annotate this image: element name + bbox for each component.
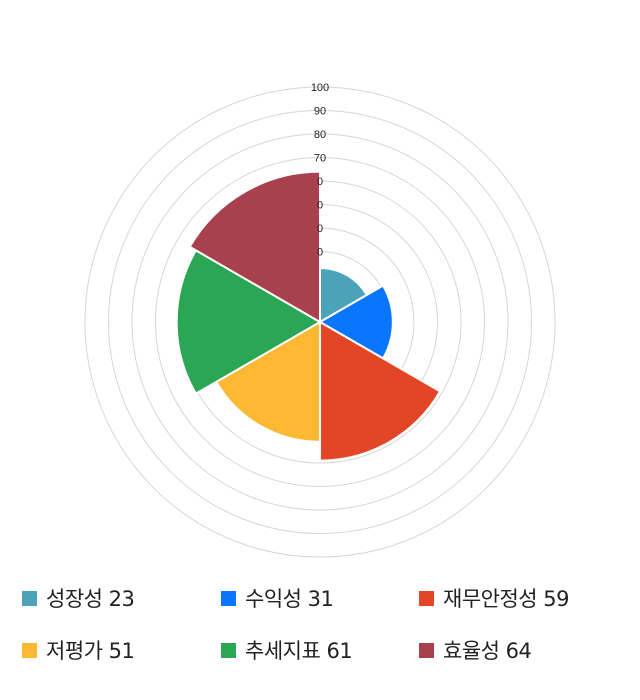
legend-label: 재무안정성 59 <box>443 587 570 611</box>
tick-label: 0 <box>317 223 323 235</box>
tick-label: 0 <box>317 176 323 188</box>
tick-label: 0 <box>317 247 323 259</box>
legend-swatch <box>221 642 236 658</box>
polar-chart-svg: 0 0 0 0 70 80 90 100 <box>84 82 556 558</box>
slice-효율성[interactable] <box>188 170 321 323</box>
legend-swatch <box>419 590 434 606</box>
legend-swatch <box>221 590 236 606</box>
grid-ring <box>131 133 509 511</box>
legend-swatch <box>22 590 37 606</box>
legend-item-효율성[interactable]: 효율성 64 <box>419 634 532 666</box>
slice-성장성[interactable] <box>319 266 368 323</box>
tick-layer: 0 0 0 0 70 80 90 100 <box>311 82 329 259</box>
slice-저평가[interactable] <box>215 321 321 443</box>
legend-item-재무안정성[interactable]: 재무안정성 59 <box>419 582 570 614</box>
legend-label: 수익성 31 <box>245 587 334 611</box>
tick-label: 0 <box>317 200 323 212</box>
tick-label: 90 <box>314 106 326 118</box>
legend: 성장성 23 수익성 31 재무안정성 59 저평가 51 추세지표 61 효율… <box>0 578 640 688</box>
grid-ring <box>108 110 532 534</box>
slice-수익성[interactable] <box>319 284 394 360</box>
legend-swatch <box>22 642 37 658</box>
legend-label: 효율성 64 <box>443 639 532 663</box>
tick-label: 70 <box>314 153 326 165</box>
legend-item-추세지표[interactable]: 추세지표 61 <box>221 634 353 666</box>
polar-chart: 0 0 0 0 70 80 90 100 <box>84 82 556 558</box>
legend-item-저평가[interactable]: 저평가 51 <box>22 634 135 666</box>
slice-layer <box>175 170 442 462</box>
grid-ring <box>155 157 485 487</box>
legend-item-성장성[interactable]: 성장성 23 <box>22 582 135 614</box>
legend-label: 추세지표 61 <box>245 639 353 663</box>
slice-재무안정성[interactable] <box>319 321 442 462</box>
legend-swatch <box>419 642 434 658</box>
slice-추세지표[interactable] <box>175 249 321 395</box>
tick-label: 100 <box>311 82 329 94</box>
grid-ring <box>84 86 556 558</box>
legend-label: 저평가 51 <box>46 639 135 663</box>
legend-item-수익성[interactable]: 수익성 31 <box>221 582 334 614</box>
tick-label: 80 <box>314 129 326 141</box>
legend-label: 성장성 23 <box>46 587 135 611</box>
